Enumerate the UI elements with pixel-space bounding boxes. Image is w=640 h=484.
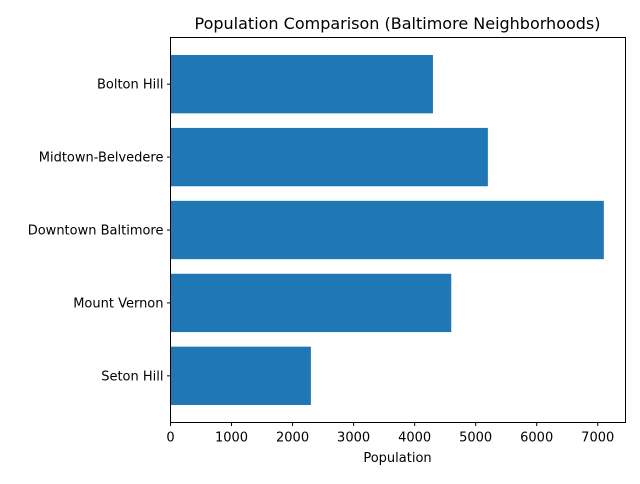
bar: [170, 273, 452, 333]
x-tick-label: 2000: [276, 431, 309, 446]
bar: [170, 127, 488, 187]
x-tick-label: 7000: [581, 431, 614, 446]
plot-frame: [170, 37, 626, 423]
bar: [170, 55, 433, 114]
chart-title: Population Comparison (Baltimore Neighbo…: [195, 14, 601, 33]
x-axis-label: Population: [363, 451, 431, 466]
x-tick-label: 5000: [459, 431, 492, 446]
bar: [170, 346, 311, 405]
y-tick-label: Mount Vernon: [73, 296, 163, 311]
x-tick-label: 6000: [520, 431, 553, 446]
y-tick-label: Midtown-Belvedere: [39, 151, 164, 166]
y-tick-label: Downtown Baltimore: [28, 224, 164, 239]
y-tick-label: Seton Hill: [101, 369, 163, 384]
x-tick-label: 4000: [398, 431, 431, 446]
x-tick-label: 3000: [337, 431, 370, 446]
x-tick-label: 0: [166, 431, 174, 446]
x-tick-label: 1000: [215, 431, 248, 446]
bar: [170, 200, 604, 260]
y-tick-label: Bolton Hill: [97, 78, 164, 93]
